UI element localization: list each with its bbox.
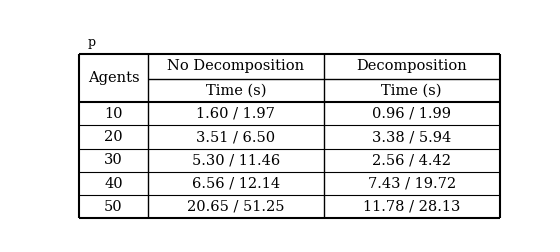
Text: 3.51 / 6.50: 3.51 / 6.50 — [197, 130, 276, 144]
Text: 7.43 / 19.72: 7.43 / 19.72 — [367, 177, 456, 191]
Text: No Decomposition: No Decomposition — [167, 59, 305, 73]
Text: 10: 10 — [104, 107, 123, 121]
Text: 40: 40 — [104, 177, 123, 191]
Text: 30: 30 — [104, 153, 123, 167]
Text: 0.96 / 1.99: 0.96 / 1.99 — [372, 107, 451, 121]
Text: 1.60 / 1.97: 1.60 / 1.97 — [197, 107, 276, 121]
Text: Decomposition: Decomposition — [356, 59, 467, 73]
Text: 20: 20 — [104, 130, 123, 144]
Text: Time (s): Time (s) — [206, 84, 266, 98]
Text: Time (s): Time (s) — [381, 84, 442, 98]
Text: 2.56 / 4.42: 2.56 / 4.42 — [372, 153, 451, 167]
Text: 5.30 / 11.46: 5.30 / 11.46 — [192, 153, 280, 167]
Text: 6.56 / 12.14: 6.56 / 12.14 — [192, 177, 280, 191]
Text: p: p — [87, 36, 96, 49]
Text: 11.78 / 28.13: 11.78 / 28.13 — [363, 200, 460, 214]
Text: 3.38 / 5.94: 3.38 / 5.94 — [372, 130, 451, 144]
Text: Agents: Agents — [87, 71, 139, 85]
Text: 50: 50 — [104, 200, 123, 214]
Text: 20.65 / 51.25: 20.65 / 51.25 — [187, 200, 284, 214]
